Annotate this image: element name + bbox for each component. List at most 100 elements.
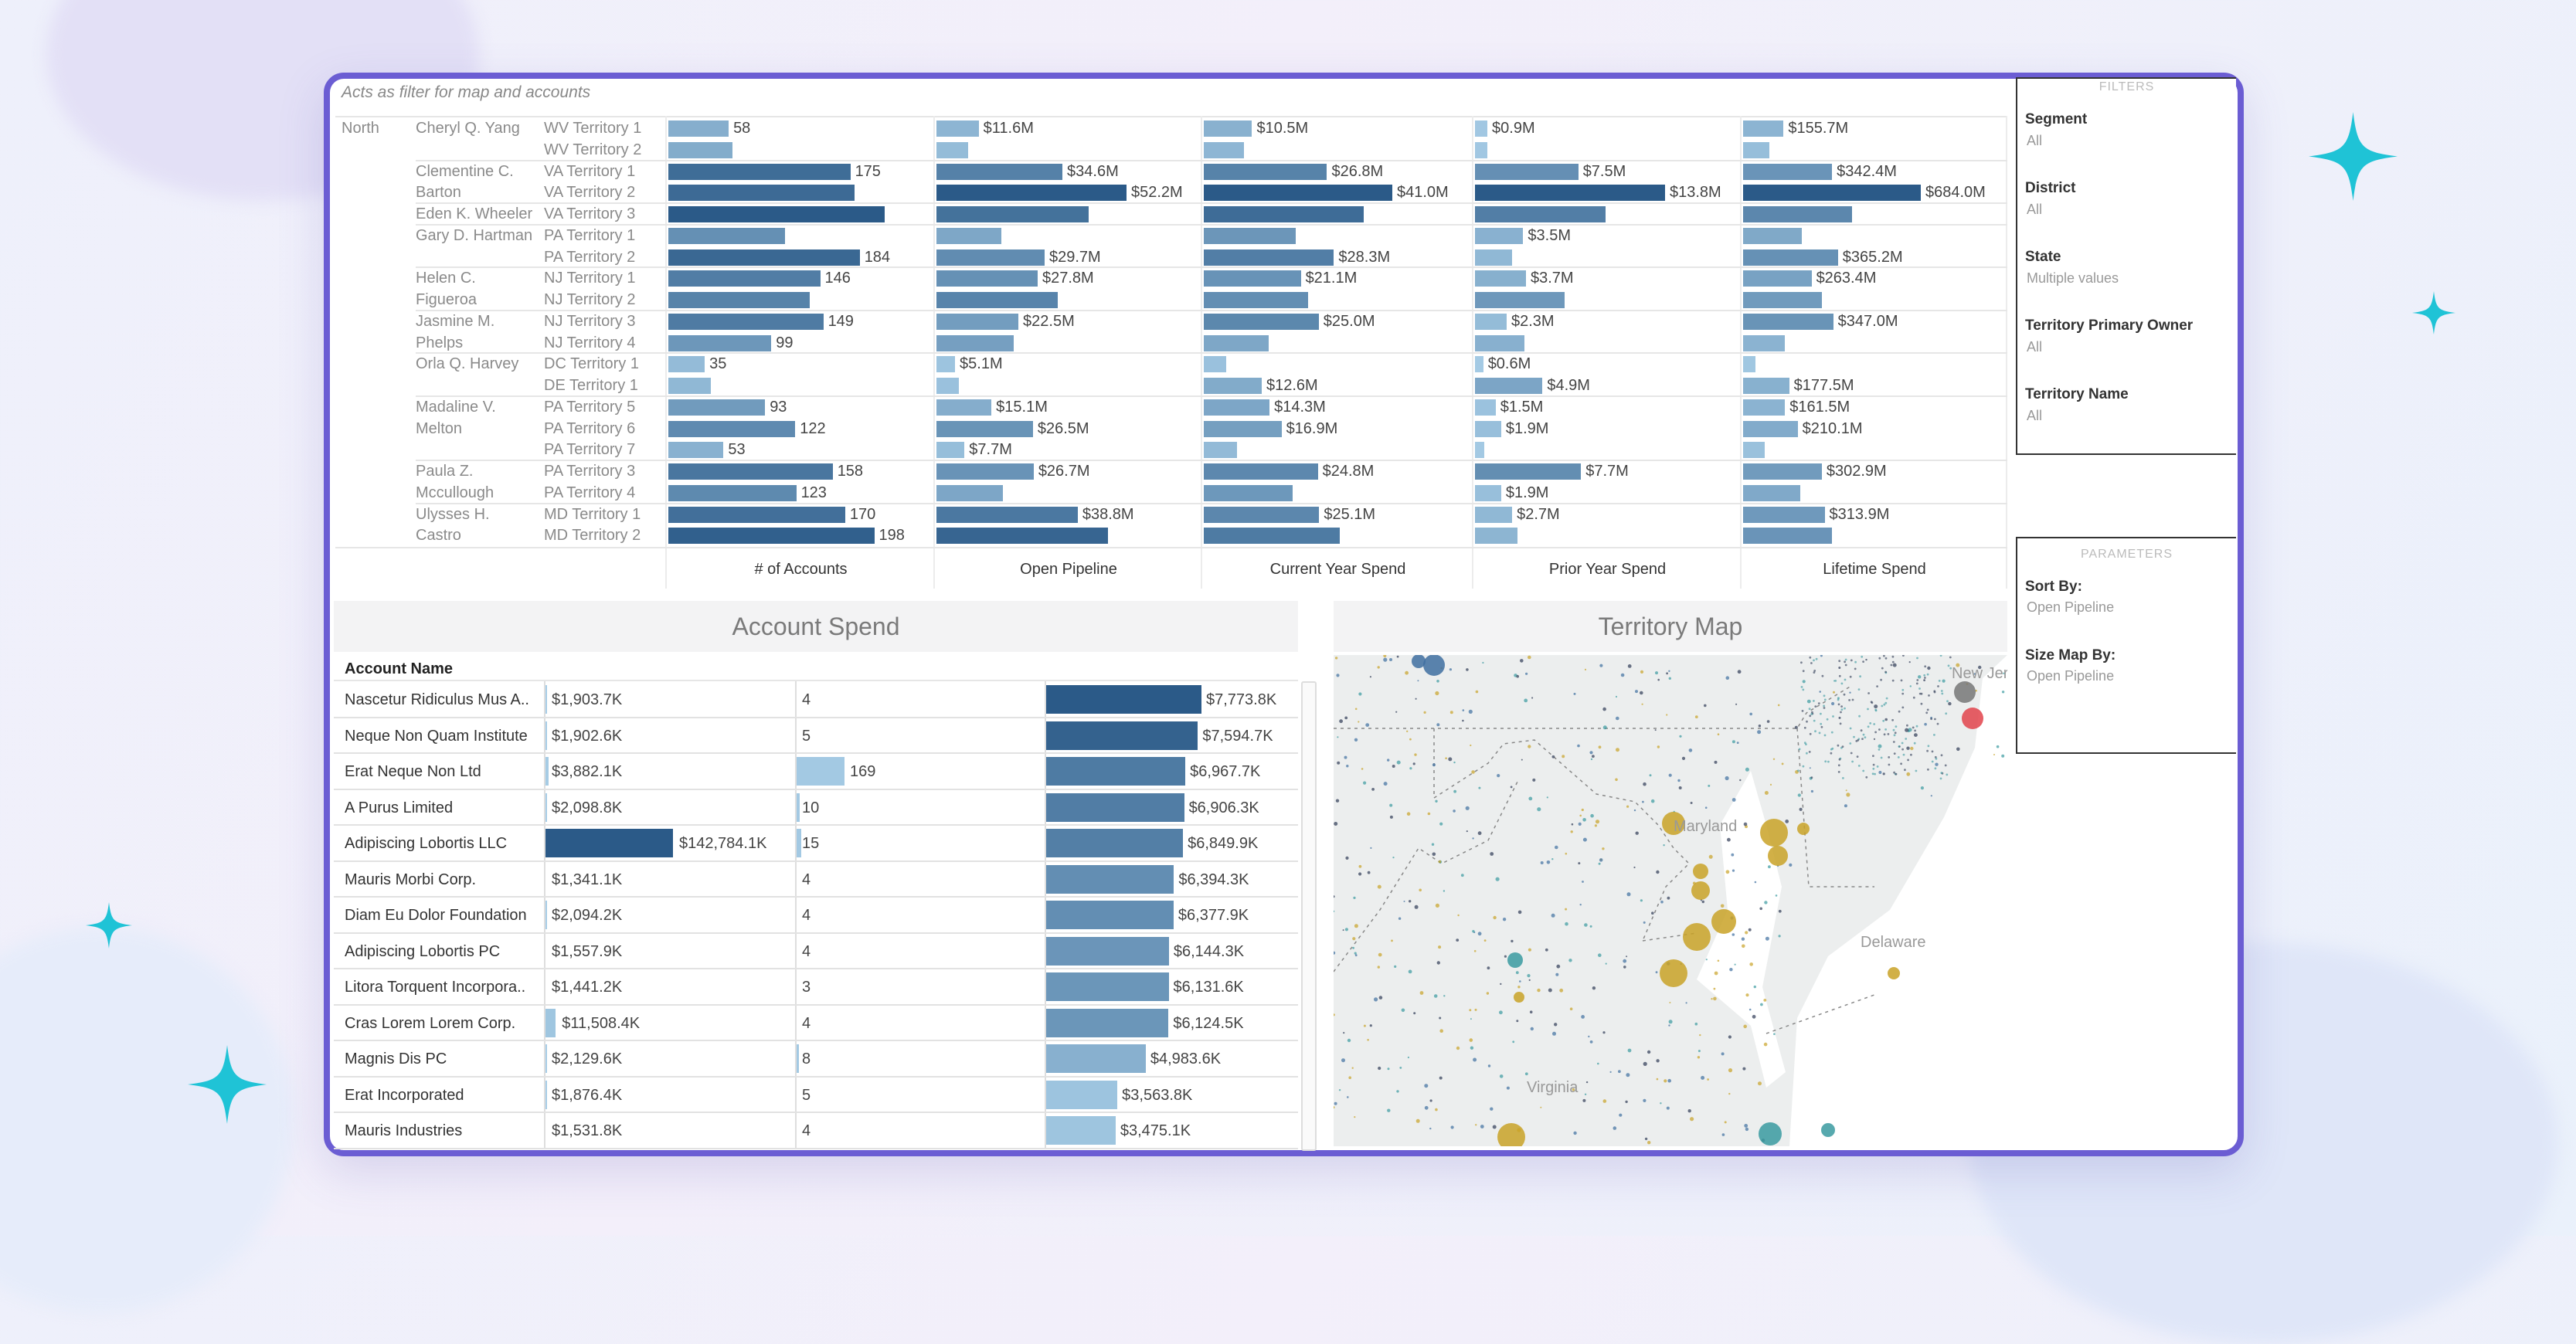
bar-current-year-spend[interactable]	[1204, 185, 1392, 202]
bar-open-pipeline[interactable]	[936, 506, 1078, 523]
bar-account-spend[interactable]	[545, 1008, 556, 1037]
territory-owner[interactable]: Clementine C.	[416, 162, 514, 180]
bar-account-spend[interactable]	[545, 685, 548, 714]
bar-account-count[interactable]	[797, 1044, 799, 1073]
column-header[interactable]: Prior Year Spend	[1548, 561, 1667, 578]
bar-current-year-spend[interactable]	[1204, 120, 1252, 137]
bar-current-year-spend[interactable]	[1204, 484, 1293, 501]
bar-current-year-spend[interactable]	[1204, 334, 1269, 351]
bar-current-year-spend[interactable]	[1204, 227, 1296, 244]
bar-of-accounts[interactable]	[668, 442, 724, 459]
territory-name[interactable]: MD Territory 2	[544, 527, 641, 545]
bar-of-accounts[interactable]	[668, 120, 729, 137]
bar-open-pipeline[interactable]	[936, 463, 1034, 480]
bar-account-spend[interactable]	[545, 721, 548, 750]
bar-current-year-spend[interactable]	[1204, 292, 1309, 308]
bar-account-spend[interactable]	[545, 757, 549, 786]
bar-prior-year-spend[interactable]	[1475, 484, 1501, 501]
bar-lifetime-spend[interactable]	[1743, 463, 1822, 480]
territory-owner[interactable]: Ulysses H.	[416, 505, 490, 523]
bar-prior-year-spend[interactable]	[1475, 378, 1543, 394]
bar-lifetime-spend[interactable]	[1743, 528, 1833, 545]
bar-open-pipeline[interactable]	[936, 334, 1014, 351]
bar-current-year-spend[interactable]	[1204, 313, 1319, 330]
bar-current-year-spend[interactable]	[1204, 141, 1244, 158]
bar-open-pipeline[interactable]	[936, 141, 968, 158]
column-header[interactable]: Current Year Spend	[1269, 561, 1406, 578]
bar-account-spend[interactable]	[545, 1044, 548, 1073]
account-name[interactable]: Nascetur Ridiculus Mus A..	[345, 691, 529, 708]
territory-name[interactable]: DE Territory 1	[544, 377, 638, 394]
account-name[interactable]: Neque Non Quam Institute	[345, 727, 528, 745]
bar-current-year-spend[interactable]	[1204, 378, 1262, 394]
parameter-value-dropdown[interactable]: Open Pipeline	[2027, 599, 2115, 615]
territory-owner[interactable]: Eden K. Wheeler	[416, 205, 533, 222]
bar-lifetime-spend[interactable]	[1743, 292, 1823, 308]
parameter-value-dropdown[interactable]: Open Pipeline	[2027, 668, 2115, 684]
bar-of-accounts[interactable]	[668, 270, 821, 287]
bar-open-pipeline[interactable]	[936, 313, 1019, 330]
bar-current-year-spend[interactable]	[1204, 442, 1238, 459]
bar-prior-year-spend[interactable]	[1475, 334, 1525, 351]
bar-account-lifetime[interactable]	[1046, 685, 1201, 714]
territory-owner[interactable]: Paula Z.	[416, 463, 474, 480]
bar-open-pipeline[interactable]	[936, 206, 1089, 222]
bar-current-year-spend[interactable]	[1204, 399, 1270, 416]
territory-owner[interactable]: Barton	[416, 184, 461, 202]
bar-account-spend[interactable]	[545, 1080, 548, 1109]
bar-of-accounts[interactable]	[668, 399, 766, 416]
bar-open-pipeline[interactable]	[936, 378, 960, 394]
bar-of-accounts[interactable]	[668, 420, 796, 437]
bar-account-spend[interactable]	[545, 792, 548, 822]
account-name[interactable]: Mauris Morbi Corp.	[345, 871, 477, 888]
bar-prior-year-spend[interactable]	[1475, 163, 1579, 180]
bar-prior-year-spend[interactable]	[1475, 120, 1488, 137]
bar-account-spend[interactable]	[545, 901, 548, 929]
bar-current-year-spend[interactable]	[1204, 463, 1318, 480]
bar-prior-year-spend[interactable]	[1475, 206, 1606, 222]
bar-account-lifetime[interactable]	[1046, 1080, 1118, 1109]
bar-open-pipeline[interactable]	[936, 249, 1045, 266]
bar-account-lifetime[interactable]	[1046, 1116, 1116, 1145]
account-name[interactable]: Litora Torquent Incorpora..	[345, 979, 526, 996]
territory-name[interactable]: VA Territory 3	[544, 205, 636, 222]
bar-prior-year-spend[interactable]	[1475, 185, 1665, 202]
territory-name[interactable]: MD Territory 1	[544, 505, 641, 523]
bar-account-count[interactable]	[797, 792, 800, 822]
bar-account-count[interactable]	[797, 757, 845, 786]
bar-of-accounts[interactable]	[668, 528, 875, 545]
bar-lifetime-spend[interactable]	[1743, 442, 1765, 459]
territory-owner[interactable]: Mccullough	[416, 484, 494, 501]
bar-of-accounts[interactable]	[668, 334, 772, 351]
bar-of-accounts[interactable]	[668, 141, 733, 158]
bar-prior-year-spend[interactable]	[1475, 399, 1496, 416]
territory-owner[interactable]: Melton	[416, 419, 463, 437]
bar-of-accounts[interactable]	[668, 163, 851, 180]
bar-open-pipeline[interactable]	[936, 185, 1127, 202]
territory-map[interactable]: Maryland Delaware Virginia New Jersey	[1334, 655, 2007, 1146]
column-header[interactable]: Open Pipeline	[1020, 561, 1117, 578]
bar-account-lifetime[interactable]	[1046, 1044, 1146, 1073]
bar-open-pipeline[interactable]	[936, 270, 1038, 287]
territory-owner[interactable]: Phelps	[416, 334, 464, 351]
bar-current-year-spend[interactable]	[1204, 528, 1340, 545]
territory-name[interactable]: PA Territory 6	[544, 419, 636, 437]
bar-current-year-spend[interactable]	[1204, 506, 1320, 523]
bar-open-pipeline[interactable]	[936, 484, 1003, 501]
filter-value-dropdown[interactable]: All	[2027, 202, 2043, 217]
territory-owner[interactable]: Figueroa	[416, 291, 477, 308]
bar-of-accounts[interactable]	[668, 185, 855, 202]
bar-account-lifetime[interactable]	[1046, 901, 1174, 929]
territory-name[interactable]: DC Territory 1	[544, 355, 639, 373]
filter-value-dropdown[interactable]: Multiple values	[2027, 270, 2119, 286]
bar-lifetime-spend[interactable]	[1743, 356, 1756, 373]
territory-name[interactable]: NJ Territory 2	[544, 291, 636, 308]
bar-lifetime-spend[interactable]	[1743, 206, 1853, 222]
account-name[interactable]: Erat Incorporated	[345, 1086, 464, 1104]
territory-name[interactable]: PA Territory 1	[544, 226, 636, 244]
bar-prior-year-spend[interactable]	[1475, 292, 1565, 308]
bar-prior-year-spend[interactable]	[1475, 249, 1513, 266]
bar-prior-year-spend[interactable]	[1475, 420, 1501, 437]
bar-account-lifetime[interactable]	[1046, 972, 1169, 1001]
territory-owner[interactable]: Jasmine M.	[416, 312, 495, 330]
